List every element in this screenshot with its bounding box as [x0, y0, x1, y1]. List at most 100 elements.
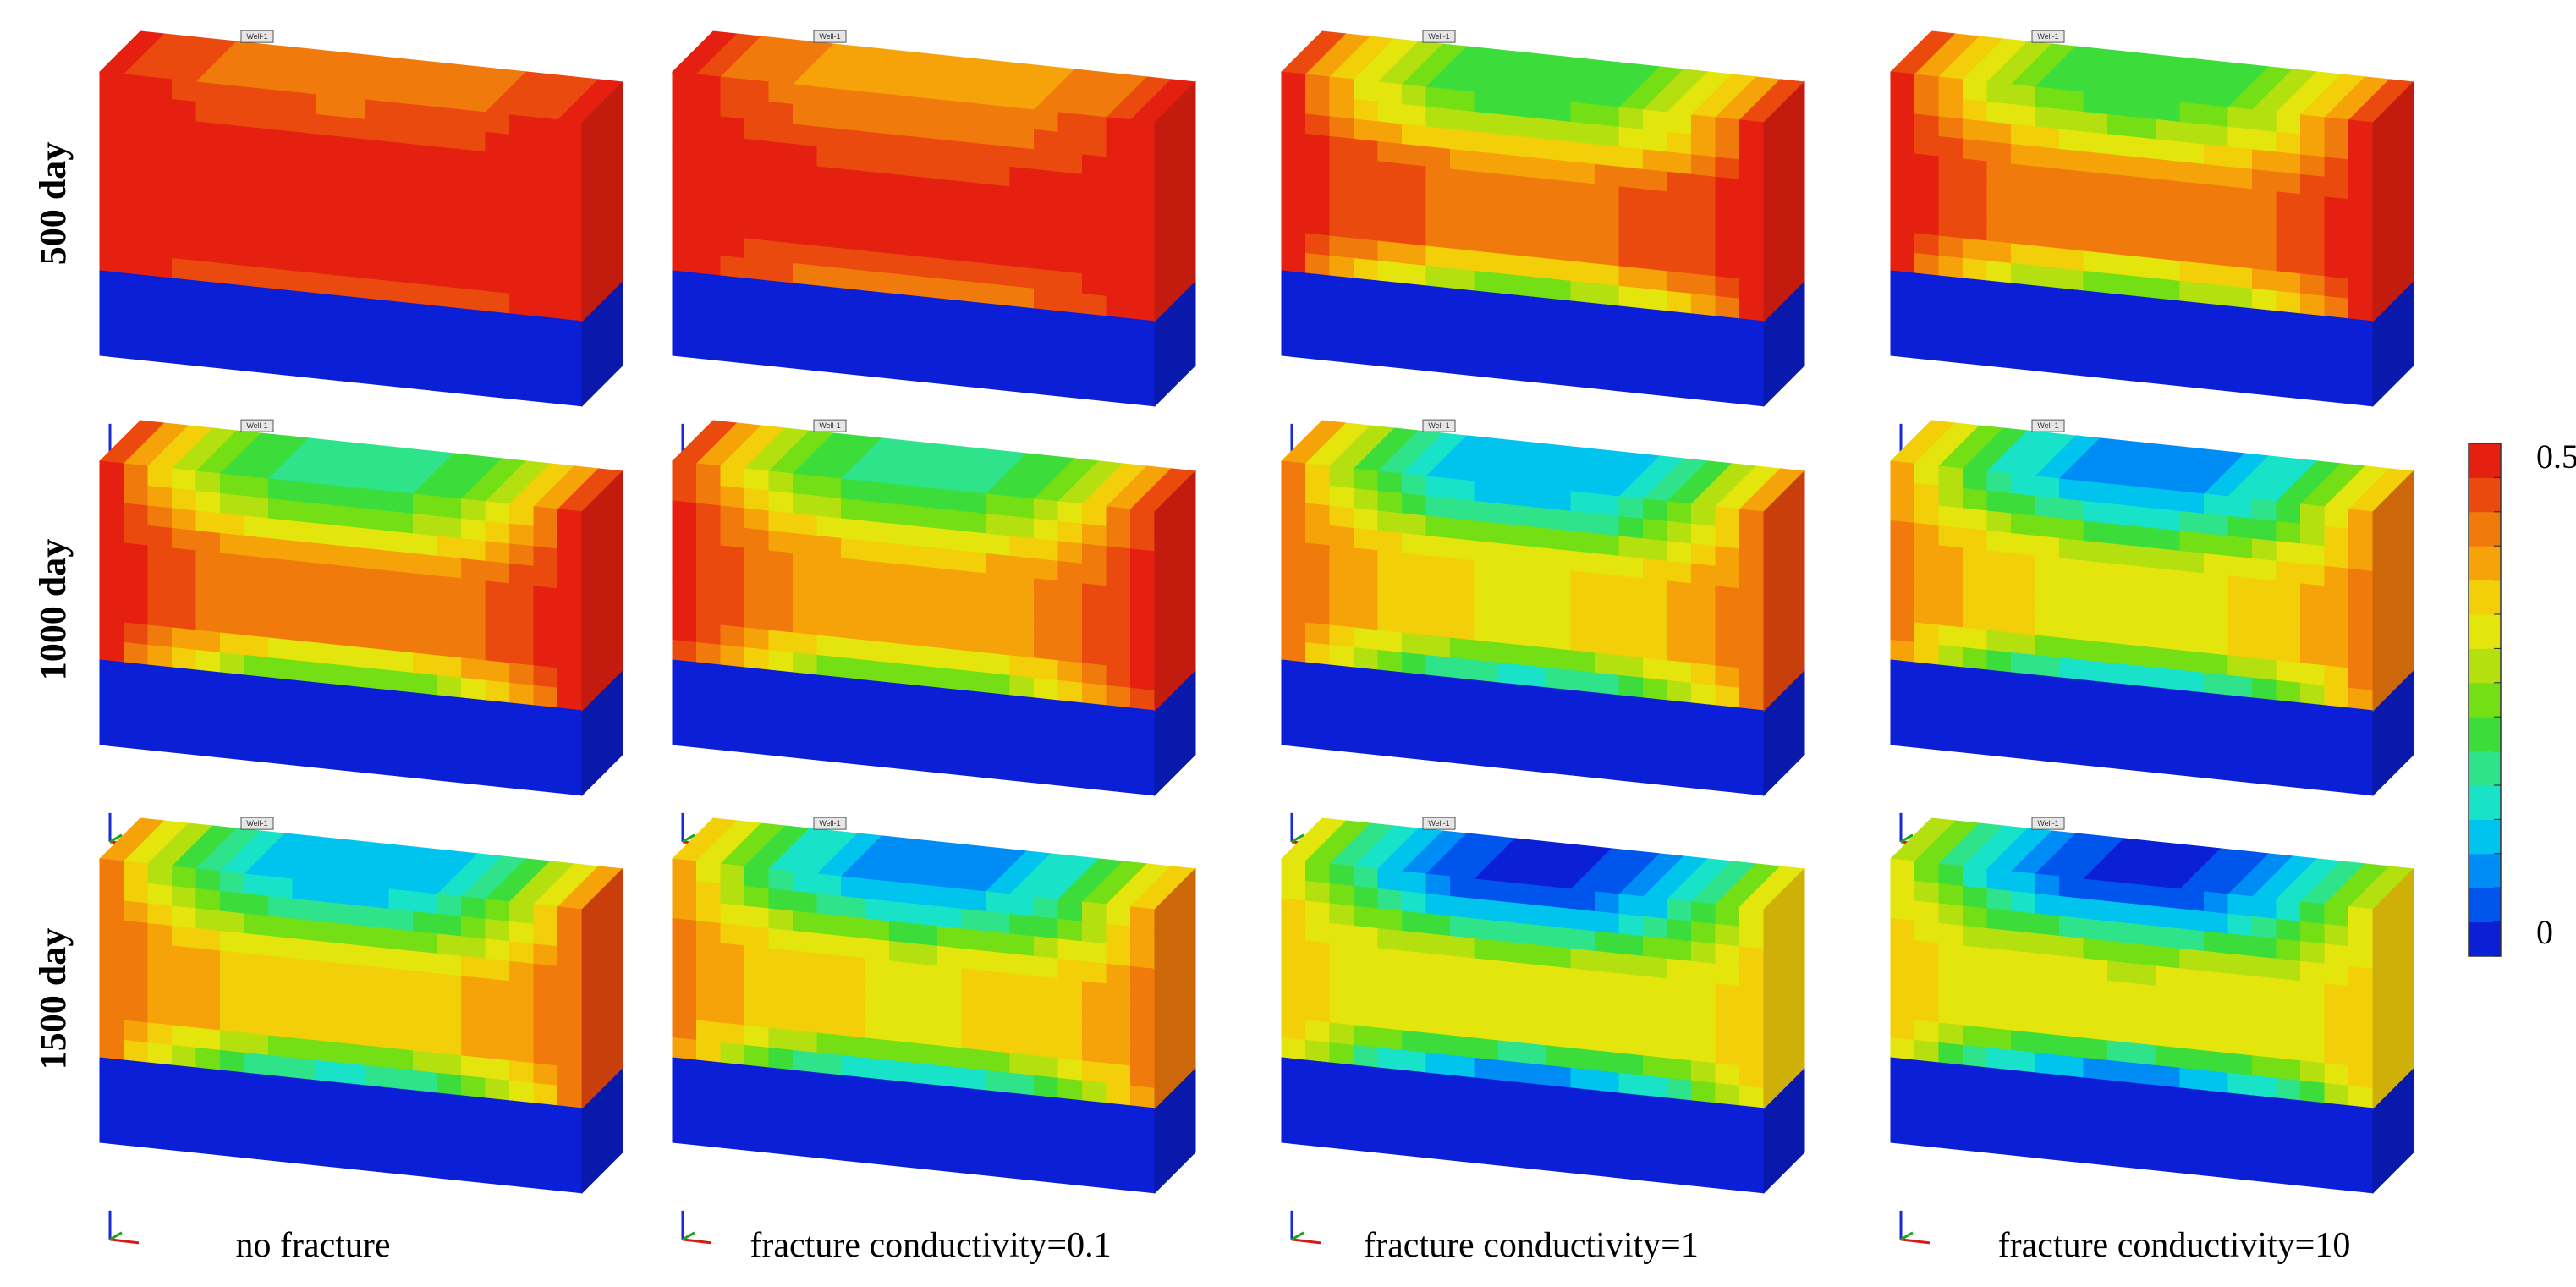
panel-side-face	[581, 470, 623, 712]
axis-triad-icon	[681, 1210, 712, 1245]
panel-top-face	[98, 420, 624, 513]
panel-r0-c0: Well-1	[98, 30, 624, 458]
panel-top-face	[1280, 30, 1806, 124]
panel-top-face	[1280, 420, 1806, 513]
panel-top-face	[1889, 420, 2415, 513]
colorbar-segment	[2469, 751, 2501, 786]
well-tag: Well-1	[813, 30, 847, 43]
well-tag: Well-1	[240, 30, 274, 43]
panel-top-face	[671, 420, 1197, 513]
well-tag: Well-1	[813, 419, 847, 432]
panel-front-face	[1890, 71, 2374, 322]
panel-r0-c2: Well-1	[1280, 30, 1806, 458]
panel-r2-c3: Well-1	[1889, 817, 2415, 1245]
well-tag-text: Well-1	[819, 819, 840, 828]
panel-top-face	[1889, 817, 2415, 910]
panel-r2-c0: Well-1	[98, 817, 624, 1245]
row-label-text: 500 day	[32, 141, 74, 265]
panel-front-face	[1281, 460, 1765, 712]
panel-bottom-layer	[672, 659, 1196, 797]
panel-bottom-layer	[672, 270, 1196, 408]
colorbar-segment	[2469, 888, 2501, 923]
panel-front-face	[1890, 858, 2374, 1109]
well-tag-text: Well-1	[2037, 819, 2058, 828]
panel-bottom-layer	[1281, 270, 1805, 408]
colorbar-segment	[2469, 443, 2501, 478]
row-label-text: 1500 day	[32, 927, 74, 1070]
panel-side-face	[2372, 80, 2414, 323]
panel-side-face	[1763, 470, 1805, 712]
well-tag-text: Well-1	[1428, 32, 1449, 41]
panel-top-face	[98, 30, 624, 124]
panel-r1-c3: Well-1	[1889, 419, 2415, 847]
col-label-no-fracture: no fracture	[235, 1226, 391, 1265]
panels-layer: Well-1 Well-1 Well-1 Well-1 Well-1 Well-1 Well…	[98, 30, 2415, 1245]
col-label-fracture-1: fracture conductivity=1	[1364, 1226, 1699, 1265]
panel-front-face	[672, 460, 1156, 712]
panel-front-face	[672, 858, 1156, 1109]
well-tag: Well-1	[2031, 30, 2065, 43]
panel-front-face	[1281, 71, 1765, 322]
colorbar-max-label: 0.5	[2536, 437, 2576, 476]
colorbar-segment	[2469, 546, 2501, 581]
colorbar-segment	[2469, 580, 2501, 615]
colorbar-segment	[2469, 819, 2501, 855]
colorbar-segment	[2469, 717, 2501, 752]
axis-triad-icon	[108, 1210, 140, 1245]
well-tag-text: Well-1	[2037, 32, 2058, 41]
well-tag-text: Well-1	[1428, 819, 1449, 828]
panel-r1-c0: Well-1	[98, 419, 624, 847]
panel-bottom-layer	[1281, 659, 1805, 797]
colorbar-segment	[2469, 921, 2501, 957]
well-tag: Well-1	[1422, 817, 1456, 830]
axis-triad-icon	[1290, 1210, 1321, 1245]
panel-r0-c1: Well-1	[671, 30, 1197, 458]
row-label-500-day: 500 day	[15, 25, 91, 381]
well-tag: Well-1	[2031, 817, 2065, 830]
row-label-1500-day: 1500 day	[15, 812, 91, 1185]
panel-bottom-layer	[1281, 1057, 1805, 1195]
well-tag-text: Well-1	[1428, 421, 1449, 430]
panel-front-face	[672, 71, 1156, 322]
well-tag-text: Well-1	[246, 32, 267, 41]
well-tag-text: Well-1	[2037, 421, 2058, 430]
panel-side-face	[581, 867, 623, 1110]
well-tag: Well-1	[2031, 419, 2065, 432]
well-tag-text: Well-1	[819, 32, 840, 41]
panel-top-face	[1280, 817, 1806, 910]
panel-bottom-layer	[1890, 1057, 2414, 1195]
well-tag-text: Well-1	[246, 819, 267, 828]
well-tag: Well-1	[1422, 419, 1456, 432]
panel-front-face	[99, 460, 583, 712]
panel-bottom-layer	[99, 1057, 623, 1195]
row-label-1000-day: 1000 day	[15, 415, 91, 804]
panel-front-face	[1890, 460, 2374, 712]
panel-top-face	[1889, 30, 2415, 124]
panel-front-face	[99, 858, 583, 1109]
colorbar-segment	[2469, 853, 2501, 888]
panel-r0-c3: Well-1	[1889, 30, 2415, 458]
col-label-fracture-10: fracture conductivity=10	[1997, 1226, 2351, 1265]
panel-side-face	[1763, 867, 1805, 1110]
panel-front-face	[99, 71, 583, 322]
colorbar-segment	[2469, 648, 2501, 684]
colorbar-segment	[2469, 477, 2501, 513]
colorbar-segment	[2469, 511, 2501, 547]
panel-side-face	[1154, 80, 1196, 323]
panel-r2-c1: Well-1	[671, 817, 1197, 1245]
panel-bottom-layer	[99, 659, 623, 797]
panel-bottom-layer	[99, 270, 623, 408]
well-tag: Well-1	[1422, 30, 1456, 43]
panel-front-face	[1281, 858, 1765, 1109]
panel-top-face	[671, 30, 1197, 124]
panel-r1-c1: Well-1	[671, 419, 1197, 847]
row-label-text: 1000 day	[32, 538, 74, 680]
panel-side-face	[581, 80, 623, 323]
panel-r1-c2: Well-1	[1280, 419, 1806, 847]
well-tag: Well-1	[240, 817, 274, 830]
well-tag-text: Well-1	[819, 421, 840, 430]
colorbar-min-label: 0	[2536, 913, 2553, 951]
panel-side-face	[2372, 867, 2414, 1110]
colorbar	[2468, 443, 2502, 957]
